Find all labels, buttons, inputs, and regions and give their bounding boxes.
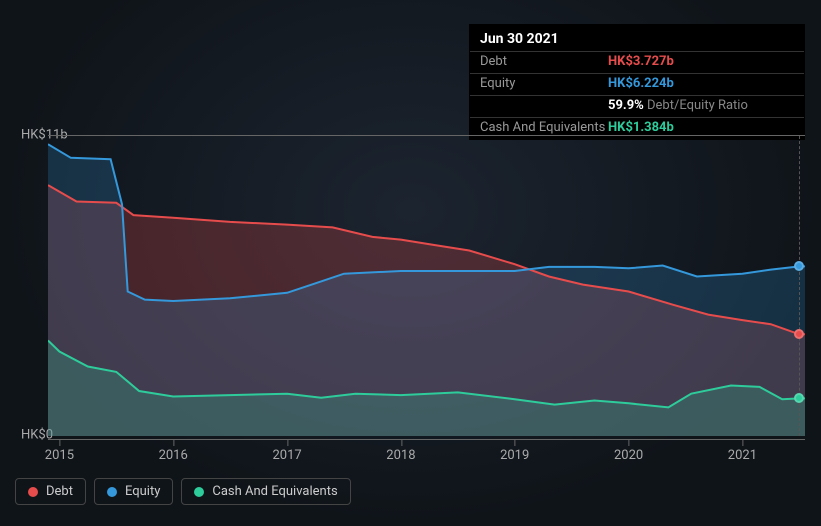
hover-line bbox=[799, 136, 800, 436]
legend-dot-icon bbox=[28, 487, 38, 497]
legend: Debt Equity Cash And Equivalents bbox=[15, 478, 351, 505]
marker-debt bbox=[794, 329, 804, 339]
legend-item-debt[interactable]: Debt bbox=[15, 478, 86, 505]
legend-dot-icon bbox=[107, 487, 117, 497]
tooltip-value: HK$3.727b bbox=[608, 54, 674, 69]
legend-item-equity[interactable]: Equity bbox=[94, 478, 173, 505]
x-tick: 2017 bbox=[272, 448, 301, 463]
x-tick: 2021 bbox=[728, 448, 757, 463]
x-axis: 2015 2016 2017 2018 2019 2020 2021 bbox=[48, 440, 805, 470]
ratio-pct: 59.9% bbox=[608, 98, 644, 113]
x-tick: 2018 bbox=[386, 448, 415, 463]
tooltip-label bbox=[480, 98, 608, 113]
plot-frame bbox=[48, 135, 805, 440]
x-tick: 2015 bbox=[45, 448, 74, 463]
legend-label: Debt bbox=[46, 484, 73, 499]
legend-label: Equity bbox=[125, 484, 160, 499]
x-tick: 2020 bbox=[614, 448, 643, 463]
tooltip-label: Debt bbox=[480, 54, 608, 69]
marker-cash bbox=[794, 393, 804, 403]
tooltip-value: 59.9% Debt/Equity Ratio bbox=[608, 98, 748, 113]
legend-label: Cash And Equivalents bbox=[212, 484, 337, 499]
tooltip-row-debt: Debt HK$3.727b bbox=[470, 51, 804, 73]
tooltip-label: Equity bbox=[480, 76, 608, 91]
tooltip-title: Jun 30 2021 bbox=[470, 25, 804, 51]
tooltip-row-ratio: 59.9% Debt/Equity Ratio bbox=[470, 95, 804, 117]
chart-root: Jun 30 2021 Debt HK$3.727b Equity HK$6.2… bbox=[0, 0, 821, 526]
tooltip-row-equity: Equity HK$6.224b bbox=[470, 73, 804, 95]
x-tick: 2016 bbox=[159, 448, 188, 463]
ratio-text: Debt/Equity Ratio bbox=[647, 98, 748, 113]
marker-equity bbox=[794, 261, 804, 271]
chart-area: HK$11b HK$0 2015201620172018201920202021 bbox=[15, 118, 805, 458]
x-tick: 2019 bbox=[500, 448, 529, 463]
tooltip-value: HK$6.224b bbox=[608, 76, 674, 91]
legend-item-cash[interactable]: Cash And Equivalents bbox=[181, 478, 350, 505]
plot-svg[interactable] bbox=[48, 136, 805, 436]
legend-dot-icon bbox=[194, 487, 204, 497]
